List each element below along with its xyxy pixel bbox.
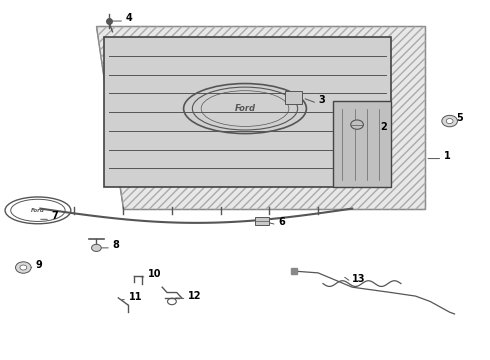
Text: 8: 8 [113,240,120,250]
Text: Ford: Ford [31,208,45,213]
Polygon shape [97,26,425,208]
Polygon shape [333,102,391,187]
Text: 4: 4 [125,13,132,23]
Text: 2: 2 [380,122,387,132]
Text: 10: 10 [147,269,161,279]
Circle shape [92,244,101,251]
Bar [285,91,302,104]
Text: 6: 6 [278,217,285,227]
Circle shape [442,115,458,127]
Circle shape [16,262,31,273]
Circle shape [20,265,27,270]
Text: 1: 1 [444,150,450,161]
Text: 5: 5 [456,113,463,123]
Text: 12: 12 [188,291,201,301]
Text: Ford: Ford [235,104,255,113]
Text: 3: 3 [318,95,325,105]
Text: 7: 7 [51,211,58,221]
Text: 13: 13 [352,274,366,284]
Text: 9: 9 [36,260,43,270]
Polygon shape [104,37,391,187]
Circle shape [351,120,364,129]
Bar [255,217,270,225]
Circle shape [446,118,453,123]
Text: 11: 11 [128,292,142,302]
